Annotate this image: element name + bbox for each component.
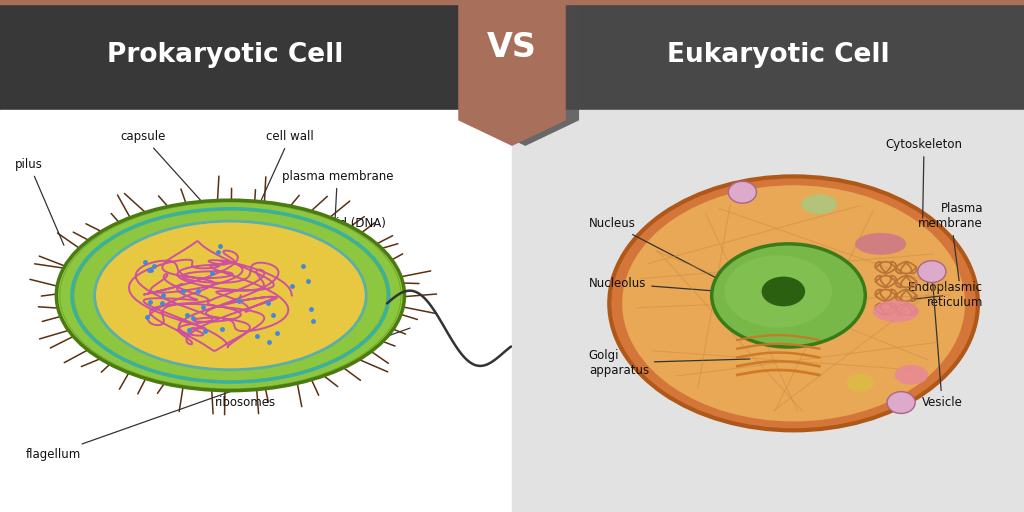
Text: pilus: pilus — [15, 158, 63, 245]
Text: nucleoid (DNA): nucleoid (DNA) — [248, 218, 386, 286]
Ellipse shape — [112, 238, 268, 305]
Text: cell wall: cell wall — [257, 130, 314, 209]
Ellipse shape — [872, 301, 920, 322]
Ellipse shape — [918, 261, 946, 283]
Bar — [0, 0, 1024, 4]
Polygon shape — [459, 0, 565, 146]
Ellipse shape — [56, 200, 404, 391]
Bar — [512, 0, 1024, 110]
Ellipse shape — [94, 221, 367, 370]
Text: Plasma
membrane: Plasma membrane — [919, 202, 983, 281]
Ellipse shape — [762, 276, 805, 306]
Text: plasma membrane: plasma membrane — [282, 170, 393, 221]
Text: cytoplasm: cytoplasm — [273, 257, 358, 313]
Text: Prokaryotic Cell: Prokaryotic Cell — [108, 42, 343, 68]
Text: Endoplasmic
reticulum: Endoplasmic reticulum — [908, 282, 983, 309]
Ellipse shape — [712, 244, 865, 347]
Bar — [0, 110, 512, 512]
Ellipse shape — [846, 374, 874, 392]
Polygon shape — [471, 0, 580, 146]
Bar — [512, 110, 1024, 512]
Text: VS: VS — [487, 31, 537, 64]
Text: capsule: capsule — [121, 130, 203, 203]
Ellipse shape — [887, 392, 915, 414]
Text: Cytoskeleton: Cytoskeleton — [886, 138, 963, 218]
Ellipse shape — [895, 365, 928, 385]
Text: Nucleolus: Nucleolus — [589, 277, 770, 295]
Text: Eukaryotic Cell: Eukaryotic Cell — [667, 42, 890, 68]
Ellipse shape — [802, 194, 838, 214]
Ellipse shape — [609, 176, 978, 430]
Ellipse shape — [855, 233, 906, 255]
Text: flagellum: flagellum — [26, 328, 410, 461]
Ellipse shape — [725, 255, 831, 328]
Text: Vesicle: Vesicle — [922, 274, 963, 409]
Ellipse shape — [728, 181, 757, 203]
Text: ribosomes: ribosomes — [215, 342, 276, 409]
Ellipse shape — [623, 185, 965, 421]
Text: Golgi
apparatus: Golgi apparatus — [589, 349, 750, 377]
Text: Nucleus: Nucleus — [589, 218, 725, 282]
Bar — [0, 0, 512, 110]
